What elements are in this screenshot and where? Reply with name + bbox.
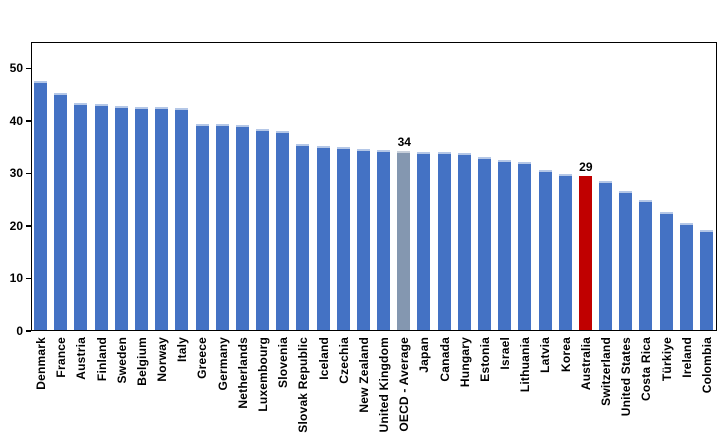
bar-estonia (477, 156, 491, 330)
y-tick-label: 50 (9, 61, 23, 76)
bar-slovenia (276, 131, 290, 330)
bar-ireland (679, 222, 693, 330)
bar-latvia (538, 169, 552, 330)
x-tick-label: Greece (195, 337, 210, 379)
y-tick-label: 20 (9, 218, 23, 233)
y-tick-label: 30 (9, 166, 23, 181)
plot-area (31, 42, 717, 331)
bar-lithuania (518, 161, 532, 330)
x-tick-label: Colombia (699, 337, 714, 394)
x-axis-labels: Denmark France Austria Finland Sweden Belgium… (31, 337, 717, 445)
x-tick-label: Slovenia (276, 337, 291, 388)
bar-luxembourg (256, 128, 270, 330)
bar-iceland (316, 145, 330, 330)
bar-italy (175, 108, 189, 330)
x-tick-label: Korea (558, 337, 573, 373)
bar-germany (215, 123, 229, 330)
bar-israel (498, 159, 512, 330)
y-tick-label: 10 (9, 271, 23, 286)
x-tick-label: Estonia (477, 337, 492, 382)
x-tick-label: Canada (437, 337, 452, 382)
x-tick-label: OECD - Average (397, 337, 412, 432)
x-tick-label: Australia (578, 337, 593, 391)
bar-japan (417, 151, 431, 330)
x-tick-label: Iceland (316, 337, 331, 380)
x-tick-label: Netherlands (235, 337, 250, 409)
bar-australia (578, 176, 592, 330)
bar-colombia (699, 230, 713, 330)
bar-canada (437, 152, 451, 330)
bar-france (54, 93, 68, 330)
bar-denmark (34, 81, 48, 330)
bar-oecd-average (397, 151, 411, 330)
y-tick-mark (26, 67, 31, 70)
y-tick-label: 40 (9, 113, 23, 128)
bar-greece (195, 123, 209, 330)
x-tick-label: Türkiye (659, 337, 674, 382)
x-tick-label: Czechia (336, 337, 351, 384)
y-tick-mark (26, 172, 31, 175)
x-tick-label: Belgium (134, 337, 149, 386)
bar-sweden (114, 106, 128, 330)
bar-switzerland (599, 181, 613, 330)
x-tick-label: Sweden (114, 337, 129, 384)
y-tick-label: 0 (16, 324, 23, 338)
x-tick-label: Finland (94, 337, 109, 382)
x-tick-label: Austria (74, 337, 89, 380)
x-tick-label: Israel (498, 337, 513, 370)
x-tick-label: Denmark (34, 337, 49, 390)
x-tick-label: Lithuania (518, 337, 533, 393)
bar-costa-rica (639, 200, 653, 330)
x-tick-label: France (54, 337, 69, 378)
bar-united-kingdom (377, 150, 391, 330)
x-tick-label: Luxembourg (256, 337, 271, 412)
y-tick-mark (26, 330, 31, 332)
bar-united-states (619, 190, 633, 330)
x-tick-label: Germany (215, 337, 230, 391)
bar-finland (94, 104, 108, 330)
bar-t-rkiye (659, 212, 673, 330)
bar-value-label: 29 (579, 160, 593, 175)
x-tick-label: Norway (155, 337, 170, 382)
x-tick-label: Switzerland (599, 337, 614, 406)
x-tick-label: United States (619, 337, 634, 417)
bar-austria (74, 103, 88, 330)
bar-norway (155, 107, 169, 330)
y-tick-mark (26, 277, 31, 280)
x-tick-label: New Zealand (356, 337, 371, 413)
bar-belgium (134, 106, 148, 330)
bar-value-label: 34 (397, 135, 411, 150)
bar-czechia (336, 147, 350, 330)
x-tick-label: Slovak Republic (296, 337, 311, 433)
x-tick-label: United Kingdom (377, 337, 392, 433)
x-tick-label: Italy (175, 337, 190, 363)
x-tick-label: Hungary (457, 337, 472, 388)
bar-korea (558, 173, 572, 330)
x-tick-label: Ireland (679, 337, 694, 378)
bar-hungary (457, 152, 471, 330)
bar-slovak-republic (296, 144, 310, 330)
bar-netherlands (235, 124, 249, 330)
bar-new-zealand (356, 148, 370, 330)
x-tick-label: Japan (417, 337, 432, 373)
x-tick-label: Costa Rica (639, 337, 654, 402)
x-tick-label: Latvia (538, 337, 553, 373)
y-tick-mark (26, 120, 31, 122)
y-tick-mark (26, 225, 31, 227)
